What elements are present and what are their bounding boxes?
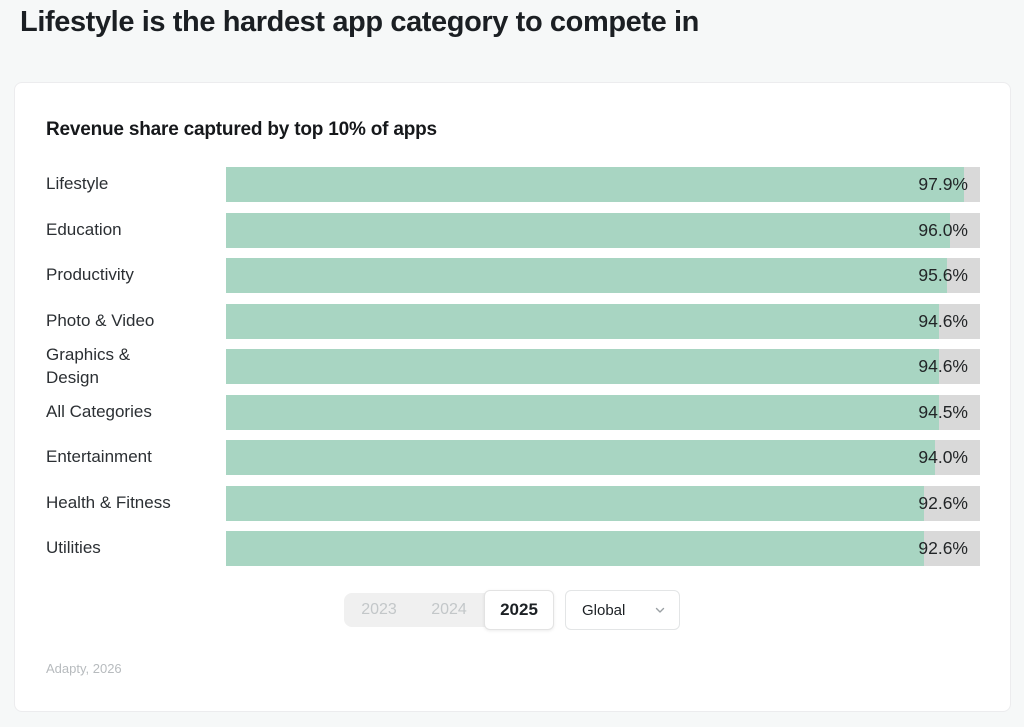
bar-value-label: 95.6% bbox=[918, 265, 968, 285]
bar-track: 96.0% bbox=[226, 212, 980, 248]
bar-track: 94.0% bbox=[226, 440, 980, 475]
bar-fill bbox=[226, 258, 947, 293]
bar-fill bbox=[226, 303, 940, 339]
bar-track: 94.6% bbox=[226, 303, 980, 339]
bar-value-label: 97.9% bbox=[918, 174, 968, 194]
bar-value-label: 94.6% bbox=[918, 310, 968, 331]
category-label: Entertainment bbox=[46, 447, 152, 467]
tab-2023[interactable]: 2023 bbox=[344, 593, 414, 627]
bar-value-label: 94.5% bbox=[918, 401, 968, 422]
chart-row: Productivity 95.6% bbox=[46, 258, 980, 293]
chart-title: Revenue share captured by top 10% of app… bbox=[46, 119, 437, 140]
region-select-value: Global bbox=[582, 601, 626, 619]
bar-value-label: 96.0% bbox=[918, 219, 968, 240]
category-label: Education bbox=[46, 219, 122, 239]
bar-fill bbox=[226, 440, 935, 475]
bar-fill bbox=[226, 212, 950, 248]
bar-track: 95.6% bbox=[226, 258, 980, 293]
bar-track: 94.6% bbox=[226, 349, 980, 384]
chart-row: Education 96.0% bbox=[46, 212, 980, 248]
bar-track: 94.5% bbox=[226, 394, 980, 430]
bar-value-label: 94.6% bbox=[918, 356, 968, 376]
region-select[interactable]: Global bbox=[565, 590, 680, 630]
bar-value-label: 94.0% bbox=[918, 447, 968, 467]
bar-track: 92.6% bbox=[226, 485, 980, 521]
category-label: All Categories bbox=[46, 401, 152, 421]
category-label: Photo & Video bbox=[46, 310, 155, 330]
page-title: Lifestyle is the hardest app category to… bbox=[20, 6, 699, 38]
year-tab-group: 2023 2024 2025 bbox=[344, 590, 554, 630]
bar-value-label: 92.6% bbox=[918, 492, 968, 513]
chart-row: Lifestyle 97.9% bbox=[46, 167, 980, 202]
chart-row: All Categories 94.5% bbox=[46, 394, 980, 430]
bar-chart: Lifestyle 97.9% Education 96.0% Productivity… bbox=[46, 167, 980, 577]
bar-fill bbox=[226, 394, 939, 430]
bar-value-label: 92.6% bbox=[918, 538, 968, 558]
chart-row: Utilities 92.6% bbox=[46, 531, 980, 566]
bar-track: 92.6% bbox=[226, 531, 980, 566]
tab-2024[interactable]: 2024 bbox=[414, 593, 484, 627]
bar-fill bbox=[226, 349, 940, 384]
chart-controls: 2023 2024 2025 Global bbox=[344, 590, 680, 630]
chart-row: Health & Fitness 92.6% bbox=[46, 485, 980, 521]
category-label: Lifestyle bbox=[46, 174, 109, 194]
category-label: Utilities bbox=[46, 538, 101, 558]
bar-fill bbox=[226, 531, 925, 566]
source-attribution: Adapty, 2026 bbox=[46, 661, 122, 676]
chart-card: Revenue share captured by top 10% of app… bbox=[14, 82, 1011, 712]
bar-track: 97.9% bbox=[226, 167, 980, 202]
chevron-down-icon bbox=[654, 604, 666, 616]
tab-2025[interactable]: 2025 bbox=[484, 590, 554, 630]
bar-fill bbox=[226, 167, 965, 202]
chart-row: Photo & Video 94.6% bbox=[46, 303, 980, 339]
chart-row: Entertainment 94.0% bbox=[46, 440, 980, 475]
category-label: Graphics & Design bbox=[46, 344, 131, 387]
category-label: Health & Fitness bbox=[46, 492, 171, 512]
bar-fill bbox=[226, 485, 925, 521]
category-label: Productivity bbox=[46, 265, 134, 285]
chart-row: Graphics & Design 94.6% bbox=[46, 345, 980, 387]
